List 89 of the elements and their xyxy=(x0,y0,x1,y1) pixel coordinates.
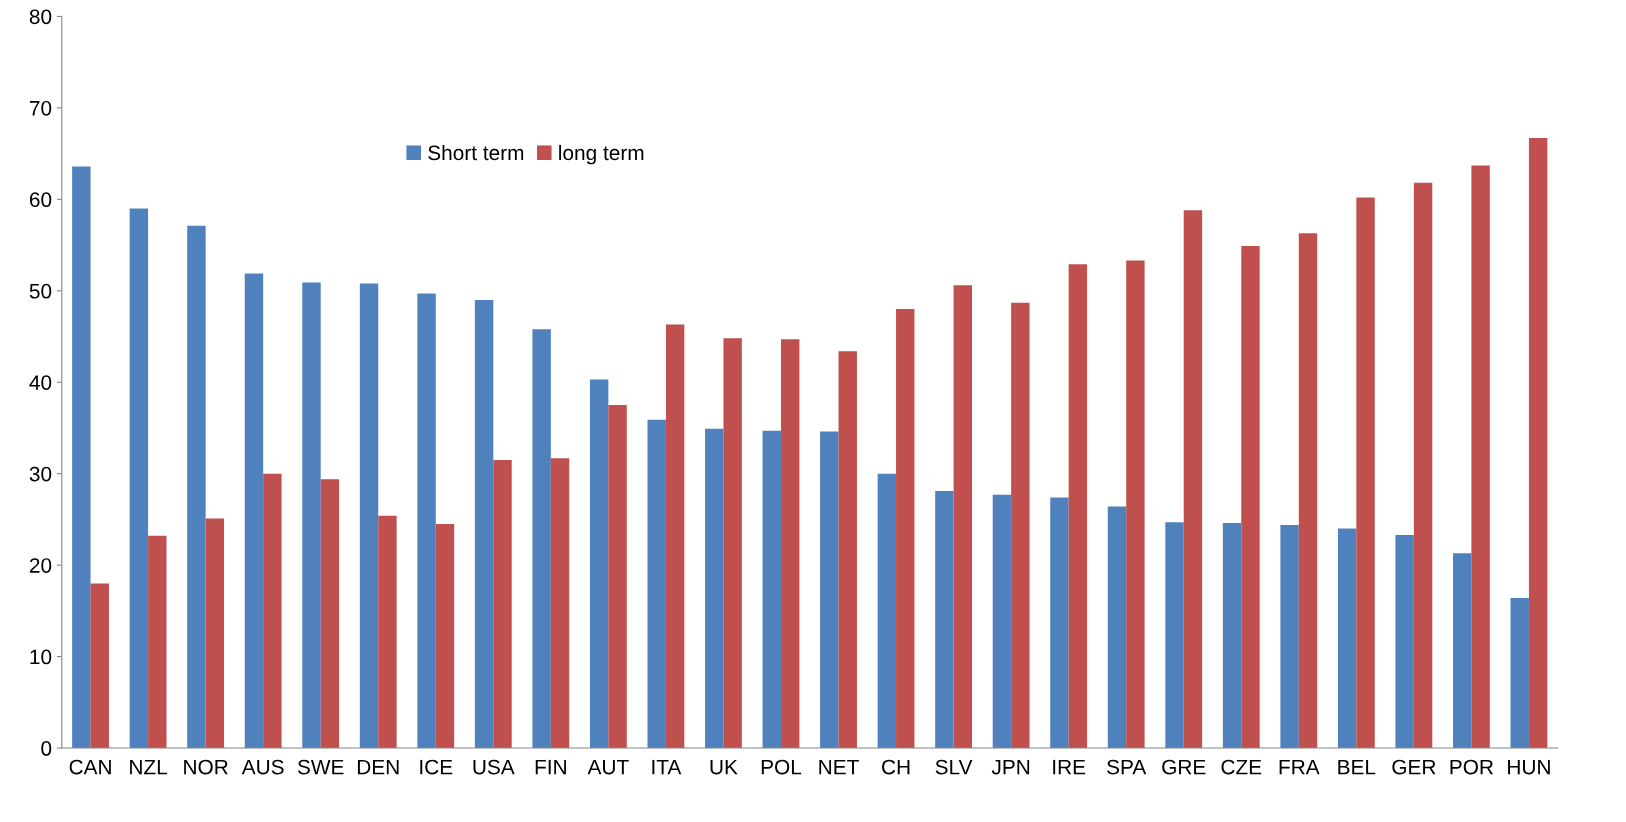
y-tick-label: 30 xyxy=(29,466,52,482)
bar xyxy=(1337,528,1357,749)
bar xyxy=(1011,302,1030,749)
bar xyxy=(417,293,436,749)
x-tick-label: SLV xyxy=(935,759,973,775)
bar xyxy=(1068,264,1088,749)
x-tick-label: USA xyxy=(473,759,515,775)
bar xyxy=(550,458,570,749)
x-tick-label: JPN xyxy=(991,759,1030,775)
bar xyxy=(244,273,264,749)
x-tick-label: AUS xyxy=(241,759,284,775)
bar xyxy=(647,419,666,749)
x-tick-label: CAN xyxy=(69,759,111,775)
bar xyxy=(762,430,781,749)
bar xyxy=(1050,497,1069,749)
bar xyxy=(1413,182,1433,749)
bar xyxy=(838,351,857,749)
bar xyxy=(187,225,206,749)
x-tick-label: HUN xyxy=(1508,759,1550,775)
bar xyxy=(1126,260,1145,749)
bar xyxy=(935,491,954,749)
x-tick-label: DEN xyxy=(357,759,399,775)
bar xyxy=(820,431,839,749)
y-tick-label: 60 xyxy=(29,192,52,208)
bar xyxy=(1510,598,1529,749)
bar xyxy=(1395,534,1414,749)
y-tick-label: 40 xyxy=(29,375,52,390)
bar xyxy=(953,285,972,749)
bar xyxy=(992,494,1012,749)
bar xyxy=(72,166,91,749)
bar xyxy=(320,479,340,749)
bar xyxy=(705,428,724,749)
bar xyxy=(90,583,109,749)
x-tick-label: ITA xyxy=(652,759,682,775)
y-tick-label: 50 xyxy=(29,283,52,299)
bar xyxy=(474,299,494,749)
x-tick-label: GRE xyxy=(1162,759,1206,775)
x-tick-label: NZL xyxy=(130,759,168,775)
bar xyxy=(1356,197,1375,749)
x-tick-label: SPA xyxy=(1107,759,1147,775)
x-tick-label: GER xyxy=(1392,759,1436,775)
bar xyxy=(302,282,321,749)
y-tick-label: 80 xyxy=(29,9,52,25)
bar xyxy=(1222,523,1242,749)
legend-label: Short term xyxy=(428,144,524,161)
x-tick-label: IRE xyxy=(1053,759,1086,775)
bar xyxy=(608,405,627,749)
bar xyxy=(1165,522,1184,749)
bar xyxy=(148,535,167,749)
x-tick-label: CH xyxy=(882,759,910,775)
x-tick-label: NET xyxy=(819,759,859,775)
bar xyxy=(877,473,897,749)
bar xyxy=(896,309,915,749)
bar xyxy=(205,518,225,749)
x-tick-label: BEL xyxy=(1338,759,1376,775)
y-tick-label: 0 xyxy=(41,741,52,756)
x-tick-label: FIN xyxy=(535,759,566,775)
x-tick-label: FRA xyxy=(1279,759,1320,775)
bar xyxy=(1241,245,1260,749)
x-tick-label: CZE xyxy=(1221,759,1262,775)
bar xyxy=(359,283,379,749)
x-tick-label: AUT xyxy=(587,759,629,775)
legend-label: long term xyxy=(559,144,644,165)
bar xyxy=(1183,210,1203,749)
y-tick-label: 20 xyxy=(29,558,52,573)
bar xyxy=(129,208,149,749)
bar xyxy=(1107,506,1127,749)
bar xyxy=(435,523,455,749)
bar xyxy=(493,459,512,749)
y-tick-label: 10 xyxy=(30,649,52,665)
bar xyxy=(1528,138,1548,749)
bar xyxy=(723,338,742,749)
bar xyxy=(665,324,685,749)
bar xyxy=(589,379,609,749)
bar xyxy=(263,473,282,749)
bar xyxy=(1298,233,1318,749)
x-tick-label: POL xyxy=(761,759,802,775)
x-tick-label: ICE xyxy=(420,759,453,775)
bar xyxy=(1280,524,1299,749)
bar xyxy=(378,515,397,749)
bar xyxy=(1452,553,1472,749)
y-tick-label: 70 xyxy=(29,100,52,116)
bar xyxy=(1471,165,1490,749)
x-tick-label: SWE xyxy=(297,759,344,775)
x-tick-label: NOR xyxy=(184,759,228,775)
bar xyxy=(780,339,800,749)
bar xyxy=(532,329,551,749)
x-tick-label: UK xyxy=(710,759,738,775)
x-tick-label: POR xyxy=(1450,759,1494,775)
